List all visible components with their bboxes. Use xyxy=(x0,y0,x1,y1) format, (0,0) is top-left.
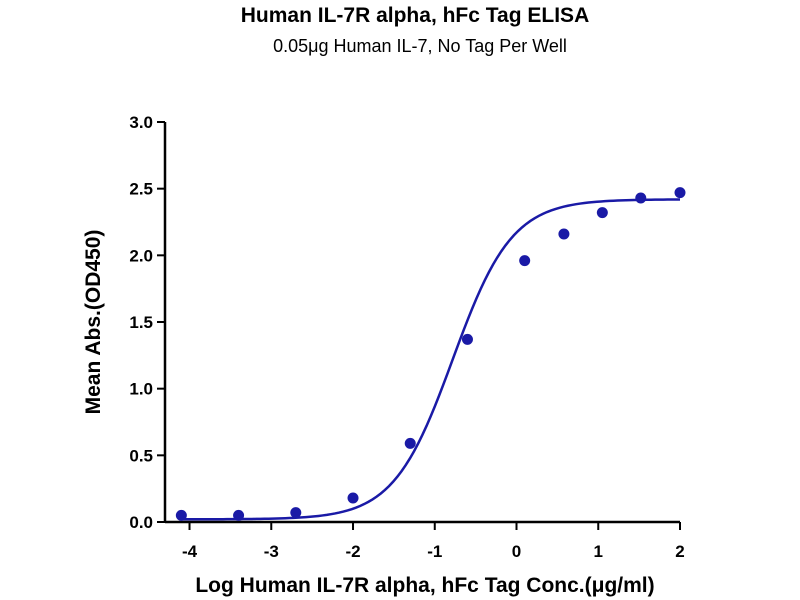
data-point xyxy=(596,207,608,219)
y-ticks: 0.0 0.5 1.0 1.5 2.0 2.5 3.0 xyxy=(129,113,165,532)
chart-title: Human IL-7R alpha, hFc Tag ELISA xyxy=(241,4,589,27)
y-axis-label: Mean Abs.(OD450) xyxy=(82,230,105,415)
data-points xyxy=(175,187,686,521)
data-point xyxy=(519,255,531,267)
data-point xyxy=(175,509,187,521)
x-tick-label: -3 xyxy=(264,542,279,561)
x-tick-label: 0 xyxy=(512,542,521,561)
data-point xyxy=(347,492,359,504)
data-point xyxy=(290,507,302,519)
x-ticks: -4 -3 -2 -1 0 1 2 xyxy=(182,522,685,561)
chart-subtitle: 0.05μg Human IL-7, No Tag Per Well xyxy=(273,36,567,56)
y-tick-label: 0.0 xyxy=(129,513,153,532)
data-point xyxy=(233,509,245,521)
y-tick-label: 1.5 xyxy=(129,313,153,332)
y-tick-label: 2.0 xyxy=(129,246,153,265)
x-tick-label: -2 xyxy=(345,542,360,561)
fit-curve xyxy=(181,198,681,521)
data-point xyxy=(461,333,473,345)
x-axis-label: Log Human IL-7R alpha, hFc Tag Conc.(μg/… xyxy=(195,574,654,597)
data-point xyxy=(674,187,686,199)
x-tick-label: 1 xyxy=(594,542,603,561)
x-tick-label: 2 xyxy=(675,542,684,561)
data-point xyxy=(635,192,647,204)
y-tick-label: 3.0 xyxy=(129,113,153,132)
y-tick-label: 2.5 xyxy=(129,180,153,199)
data-point xyxy=(404,437,416,449)
x-tick-label: -4 xyxy=(182,542,198,561)
y-tick-label: 0.5 xyxy=(129,446,153,465)
x-tick-label: -1 xyxy=(427,542,442,561)
y-tick-label: 1.0 xyxy=(129,380,153,399)
data-point xyxy=(558,228,570,240)
